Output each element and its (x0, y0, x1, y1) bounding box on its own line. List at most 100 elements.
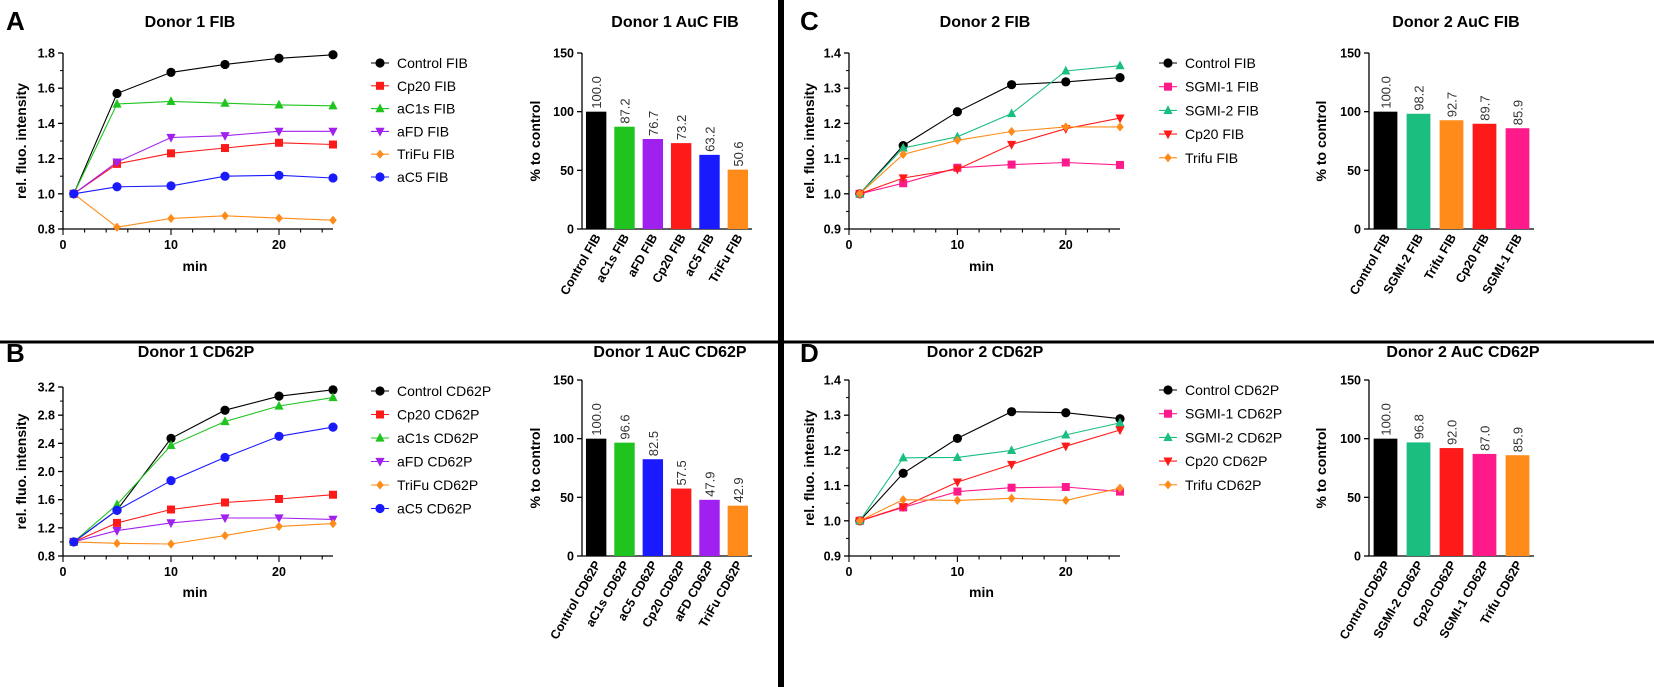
legend-item: aC5 FIB (371, 169, 448, 185)
data-point (1061, 77, 1071, 87)
y-tick-label: 3.2 (38, 381, 55, 395)
x-tick-label: 20 (1059, 565, 1073, 579)
data-point (1115, 73, 1125, 83)
y-tick-label: 100 (1340, 105, 1361, 119)
y-tick-label: 100 (553, 105, 574, 119)
data-point (953, 487, 962, 496)
data-point (275, 521, 283, 532)
data-point (1007, 407, 1017, 417)
series-line (859, 429, 1121, 522)
bar-value-label: 85.9 (1511, 100, 1526, 125)
data-point (1007, 493, 1016, 503)
data-point (166, 440, 176, 450)
bar (614, 442, 635, 556)
data-point (69, 189, 79, 199)
x-axis-label: min (969, 258, 994, 274)
data-point (112, 499, 122, 509)
legend-marker (1164, 409, 1172, 418)
data-point (220, 132, 230, 141)
data-point (274, 514, 284, 524)
data-point (1115, 114, 1125, 124)
legend-label: Trifu CD62P (1185, 477, 1262, 493)
y-tick-label: 1.8 (38, 47, 55, 61)
series-line (73, 523, 334, 545)
data-point (1116, 122, 1124, 132)
legend-item: SGMI-1 CD62P (1159, 406, 1282, 422)
data-point (898, 174, 908, 184)
data-point (166, 519, 176, 529)
data-point (952, 478, 962, 488)
y-tick-label: 150 (553, 47, 574, 61)
data-point (952, 165, 962, 175)
data-point (1061, 408, 1071, 418)
legend-label: Trifu FIB (1185, 150, 1238, 166)
legend-item: Cp20 CD62P (1159, 453, 1268, 469)
legend-item: SGMI-2 FIB (1159, 102, 1259, 118)
series-4 (856, 483, 1124, 526)
chart-title: Donor 2 AuC FIB (1392, 14, 1519, 31)
y-tick-label: 1.0 (824, 514, 841, 528)
data-point (1115, 60, 1125, 70)
data-point (1007, 108, 1017, 118)
legend-label: SGMI-1 FIB (1185, 79, 1259, 95)
y-axis-label: rel. fluo. intensity (801, 410, 817, 526)
legend-label: Cp20 CD62P (397, 407, 480, 423)
series-line (859, 487, 1121, 522)
bar (1505, 455, 1530, 556)
data-point (898, 452, 908, 462)
x-tick-label: 10 (164, 238, 178, 252)
bar-value-label: 96.8 (1412, 414, 1427, 439)
y-tick-label: 1.4 (38, 117, 55, 131)
data-point (274, 431, 284, 441)
bar (585, 438, 607, 556)
legend-label: aC5 CD62P (397, 501, 472, 517)
series-4 (856, 122, 1124, 199)
data-point (856, 516, 864, 526)
bar (1439, 120, 1464, 229)
y-tick-label: 1.1 (824, 479, 841, 493)
bar-value-label: 57.5 (674, 460, 689, 485)
data-point (1007, 80, 1017, 90)
legend-item: aFD CD62P (371, 454, 472, 470)
data-point (220, 171, 230, 181)
y-tick-label: 0.9 (824, 550, 841, 564)
x-tick-label: 20 (1059, 238, 1073, 252)
legend-item: Control CD62P (1159, 382, 1279, 398)
bar (670, 143, 692, 229)
legend-item: aC1s FIB (371, 101, 455, 117)
legend-item: Control CD62P (371, 383, 491, 399)
bar (1373, 438, 1398, 556)
bar (699, 499, 720, 556)
legend-label: aC1s CD62P (397, 430, 479, 446)
chart-title: Donor 1 CD62P (138, 344, 255, 361)
legend-item: TriFu CD62P (371, 477, 478, 493)
series-line (73, 426, 334, 543)
line-chart-b: Donor 1 CD62P 0.8 1.2 1.6 2.0 2.4 2.8 3.2 0 10 20 m… (13, 344, 491, 600)
series-line (73, 130, 333, 195)
y-tick-label: 1.2 (38, 152, 55, 166)
series-line (73, 494, 334, 543)
data-point (112, 98, 122, 108)
data-point (328, 173, 338, 183)
legend-marker (376, 149, 384, 159)
legend-label: Control FIB (397, 55, 468, 71)
y-tick-label: 1.2 (824, 117, 841, 131)
data-point (274, 127, 284, 137)
bar (585, 111, 607, 229)
y-tick-label: 0.8 (38, 550, 55, 564)
legend-label: SGMI-2 CD62P (1185, 429, 1282, 445)
data-point (899, 179, 908, 188)
bar (727, 169, 749, 229)
legend-item: Cp20 CD62P (371, 407, 480, 423)
chart-title: Donor 2 CD62P (927, 344, 1044, 361)
bar-value-label: 63.2 (703, 127, 718, 152)
data-point (112, 88, 122, 99)
data-point (166, 476, 176, 486)
legend-marker (375, 503, 385, 514)
y-tick-label: 1.0 (38, 187, 55, 201)
series-2 (855, 60, 1125, 198)
y-tick-label: 50 (1347, 491, 1361, 505)
bar (1406, 113, 1431, 229)
bar (1472, 453, 1497, 556)
data-point (952, 452, 962, 462)
